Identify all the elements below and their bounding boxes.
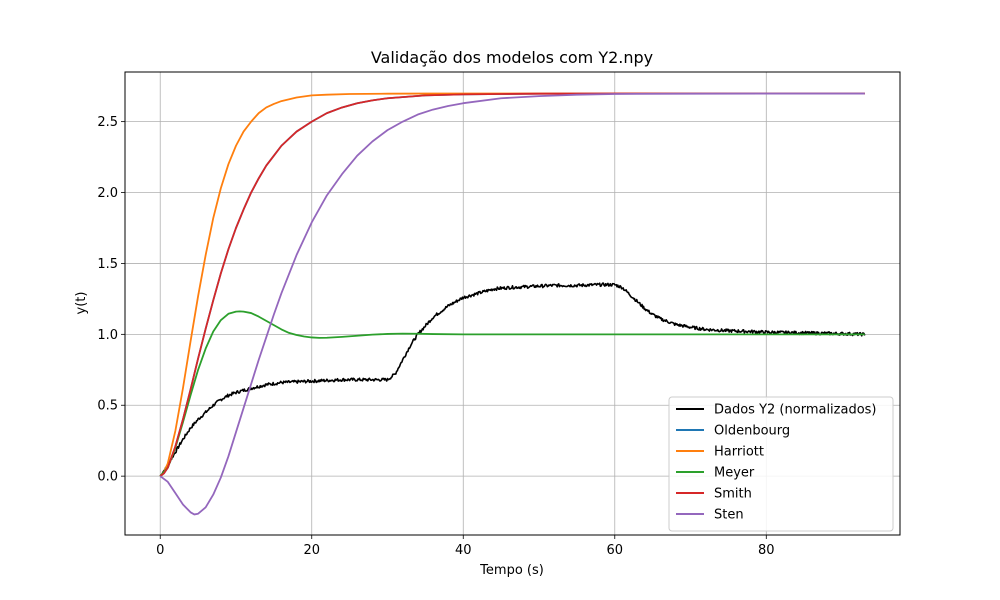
- series-lines: [159, 92, 866, 516]
- y-tick-label: 0.5: [97, 399, 118, 414]
- legend-entry: Oldenbourg: [714, 424, 790, 439]
- y-tick-label: 0.0: [97, 470, 118, 485]
- chart-title: Validação dos modelos com Y2.npy: [371, 48, 653, 67]
- plot-area: [159, 92, 866, 516]
- y-axis-ticks: 0.0 0.5 1.0 1.5 2.0 2.5: [97, 115, 125, 485]
- series-line-5: [159, 92, 865, 516]
- x-tick-label: 80: [758, 543, 775, 558]
- y-tick-label: 2.0: [97, 186, 118, 201]
- legend-entry: Smith: [714, 487, 752, 502]
- legend-entry: Dados Y2 (normalizados): [714, 403, 877, 418]
- series-line-3: [159, 310, 865, 477]
- x-axis-label: Tempo (s): [479, 563, 544, 578]
- legend-box: [668, 396, 894, 532]
- y-axis-label: y(t): [74, 292, 89, 315]
- x-tick-label: 0: [156, 543, 164, 558]
- x-tick-label: 20: [303, 543, 320, 558]
- x-tick-label: 60: [606, 543, 623, 558]
- x-axis-ticks: 0 20 40 60 80: [156, 535, 775, 558]
- y-tick-label: 1.0: [97, 328, 118, 343]
- series-line-0: [159, 282, 866, 477]
- legend-entry: Meyer: [714, 466, 755, 481]
- legend-entry: Sten: [714, 508, 744, 523]
- y-tick-label: 2.5: [97, 115, 118, 130]
- y-tick-label: 1.5: [97, 257, 118, 272]
- legend: Dados Y2 (normalizados) Oldenbourg Harriot…: [668, 396, 894, 532]
- x-tick-label: 40: [455, 543, 472, 558]
- legend-entry: Harriott: [714, 445, 764, 460]
- axes-frame: [124, 71, 901, 536]
- series-line-4: [159, 92, 865, 477]
